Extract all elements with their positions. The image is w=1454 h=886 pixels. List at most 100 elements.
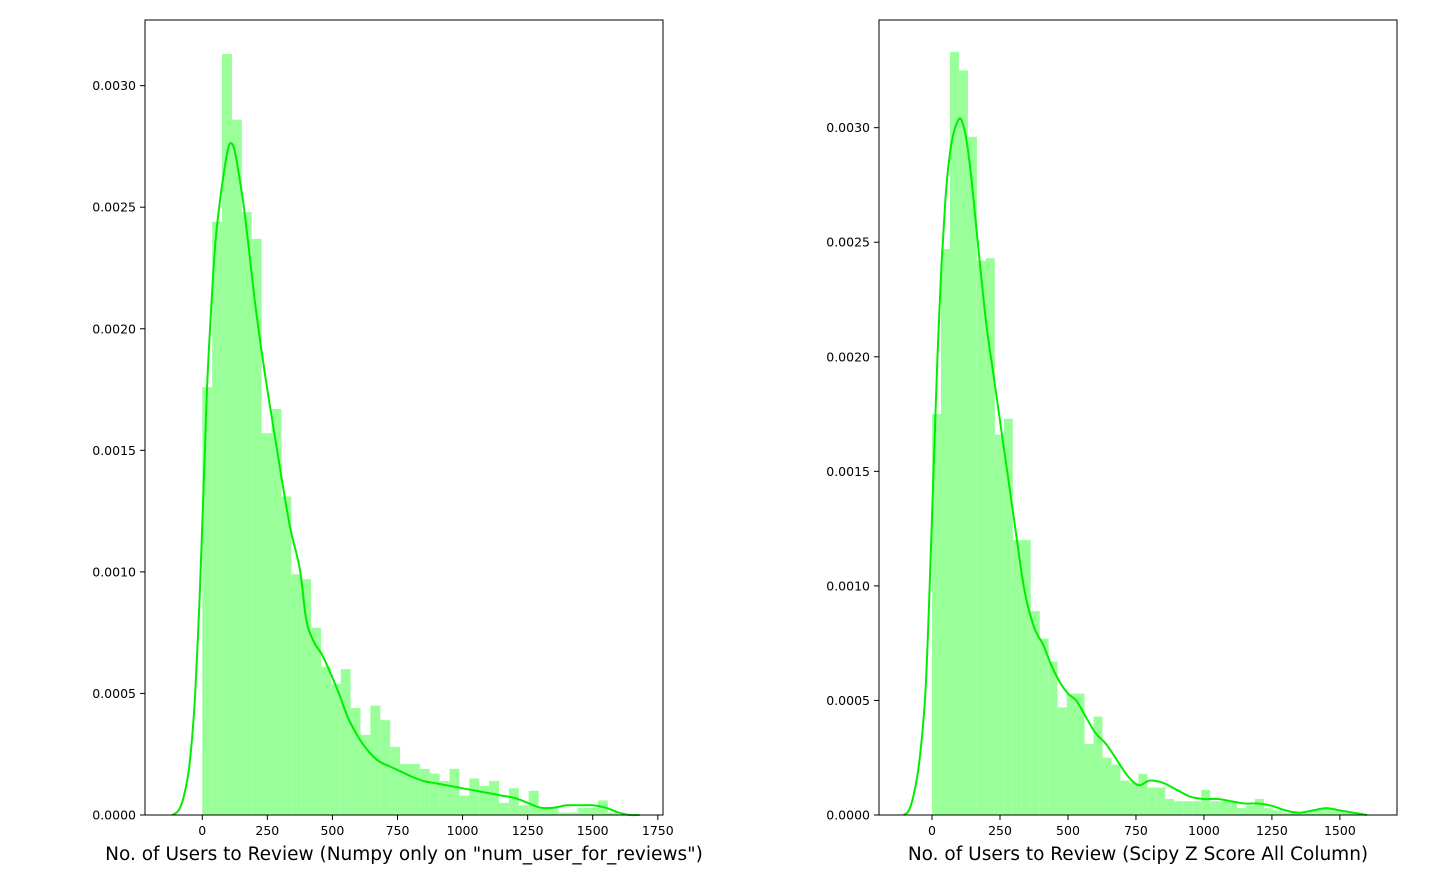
right-plot-frame <box>878 19 1398 816</box>
right-histogram-bar <box>1075 693 1085 815</box>
right-histogram-bar <box>1129 782 1139 815</box>
right-histogram-bar <box>1290 812 1300 815</box>
right-histogram-bar <box>1084 743 1094 815</box>
left-histogram-bar <box>528 790 539 815</box>
right-histogram-bar <box>1030 611 1040 815</box>
left-histogram-bar <box>558 812 569 815</box>
left-histogram-bar <box>508 788 519 815</box>
right-histogram-bar <box>1039 638 1049 815</box>
right-histogram-bar <box>1003 418 1013 815</box>
right-histogram-bar <box>1165 798 1175 815</box>
right-y-tick-label: 0.0030 <box>826 120 870 135</box>
right-histogram-bar <box>1246 805 1256 815</box>
left-histogram-bar <box>301 579 312 815</box>
right-histogram-bar <box>932 414 941 815</box>
right-histogram-bar <box>1326 808 1336 815</box>
left-x-tick-label: 750 <box>386 823 410 838</box>
left-histogram-bar <box>439 780 450 815</box>
right-histogram-bar <box>1317 808 1327 815</box>
right-histogram-bar <box>1012 540 1022 815</box>
left-x-axis-label: No. of Users to Review (Numpy only on "n… <box>105 844 703 865</box>
left-histogram-bar <box>479 785 490 815</box>
left-histogram-bar <box>409 763 420 815</box>
left-histogram-bar <box>449 768 460 815</box>
left-histogram-bar <box>281 496 292 815</box>
right-x-tick-label: 500 <box>1056 823 1080 838</box>
right-histogram-bar <box>1308 810 1318 815</box>
left-x-axis-ticks: 0 250 500 750 1000 1250 1500 1750 <box>198 815 674 838</box>
left-y-tick-label: 0.0010 <box>92 564 136 579</box>
left-histogram-chart: 0 250 500 750 1000 1250 1500 1750 0.00000.00050… <box>92 19 703 865</box>
left-histogram-bar <box>568 812 579 815</box>
right-y-tick-label: 0.0025 <box>826 235 870 250</box>
left-histogram-bar <box>459 795 470 815</box>
left-histogram-bar <box>231 119 242 816</box>
right-histogram-bar <box>1219 801 1229 815</box>
right-x-tick-label: 0 <box>928 823 936 838</box>
left-histogram-bar <box>340 669 351 815</box>
right-histogram-bar <box>1264 808 1274 815</box>
right-histogram-bar <box>1344 812 1354 815</box>
right-histogram-bar <box>1228 801 1238 815</box>
left-plot-frame <box>144 19 664 816</box>
left-y-tick-label: 0.0025 <box>92 200 136 215</box>
left-histogram-bar <box>607 812 618 815</box>
left-histogram-bar <box>330 683 341 815</box>
right-y-tick-label: 0.0000 <box>826 808 870 823</box>
left-histogram-bars <box>202 54 618 816</box>
left-histogram-bar <box>588 807 598 815</box>
right-histogram-bar <box>1237 808 1247 815</box>
right-histogram-bar <box>985 258 995 816</box>
right-x-axis-label: No. of Users to Review (Scipy Z Score Al… <box>908 844 1368 865</box>
left-histogram-bar <box>212 221 223 815</box>
right-histogram-bar <box>1273 810 1282 815</box>
right-y-tick-label: 0.0010 <box>826 578 870 593</box>
right-histogram-bar <box>1335 810 1345 815</box>
left-histogram-bar <box>518 805 529 815</box>
right-histogram-bar <box>940 249 950 815</box>
right-histogram-bar <box>1281 812 1291 815</box>
right-x-tick-label: 1500 <box>1324 823 1356 838</box>
left-histogram-bar <box>499 802 509 815</box>
left-x-tick-label: 1500 <box>577 823 609 838</box>
left-histogram-bar <box>320 666 331 815</box>
right-y-tick-label: 0.0015 <box>826 464 870 479</box>
left-histogram-bar <box>578 807 589 815</box>
right-histogram-bar <box>994 434 1004 815</box>
left-histogram-bar <box>311 627 321 815</box>
right-y-tick-label: 0.0020 <box>826 349 870 364</box>
left-y-axis-ticks: 0.0000 0.0005 0.0010 0.0015 0.0020 0.0025 0.00… <box>92 78 145 823</box>
left-x-tick-label: 500 <box>320 823 344 838</box>
left-y-tick-label: 0.0015 <box>92 443 136 458</box>
right-histogram-bars <box>932 52 1363 816</box>
left-histogram-bar <box>222 54 232 816</box>
right-x-tick-label: 1250 <box>1256 823 1288 838</box>
left-kde-curve <box>171 141 640 817</box>
left-y-tick-label: 0.0000 <box>92 808 136 823</box>
left-histogram-bar <box>350 708 361 815</box>
right-histogram-bar <box>1111 764 1121 815</box>
right-histogram-bar <box>1147 787 1157 815</box>
right-histogram-bar <box>1255 798 1265 815</box>
left-histogram-bar <box>271 408 282 815</box>
right-histogram-bar <box>1201 789 1211 815</box>
right-kde-curve <box>902 117 1368 816</box>
right-histogram-bar <box>1102 757 1112 815</box>
left-y-tick-label: 0.0030 <box>92 78 136 93</box>
right-histogram-bar <box>976 260 986 815</box>
right-histogram-bar <box>1174 801 1184 815</box>
right-histogram-bar <box>1066 693 1076 815</box>
right-histogram-bar <box>1138 773 1148 815</box>
left-y-tick-label: 0.0005 <box>92 686 136 701</box>
right-x-axis-ticks: 0 250 500 750 1000 1250 1500 <box>928 815 1356 838</box>
left-histogram-bar <box>469 778 480 815</box>
left-histogram-bar <box>251 238 262 815</box>
left-histogram-bar <box>419 768 430 815</box>
right-histogram-bar <box>1192 801 1202 815</box>
left-histogram-bar <box>261 433 272 815</box>
right-histogram-bar <box>1021 540 1031 815</box>
left-histogram-bar <box>370 705 381 815</box>
left-histogram-bar <box>538 807 549 815</box>
left-histogram-bar <box>202 387 213 815</box>
left-x-tick-label: 0 <box>198 823 206 838</box>
